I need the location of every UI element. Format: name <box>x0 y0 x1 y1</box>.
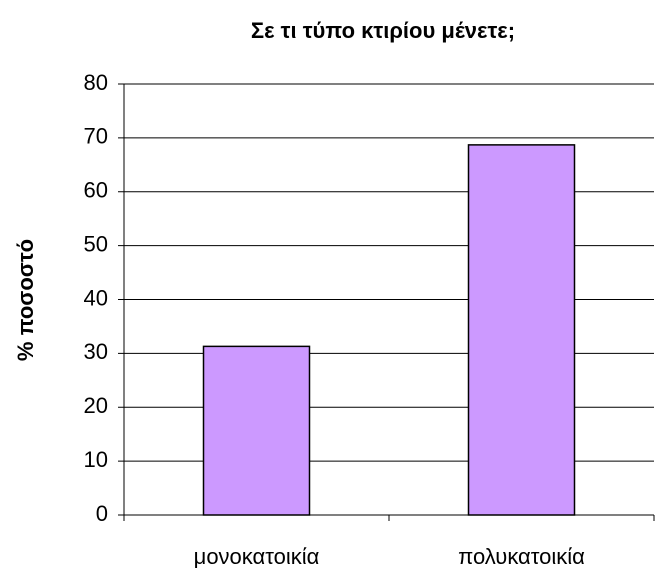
chart-title: Σε τι τύπο κτιρίου μένετε; <box>251 18 515 43</box>
y-tick-label: 40 <box>84 285 108 310</box>
bar <box>467 144 576 516</box>
x-tick-label: πολυκατοικία <box>458 544 585 569</box>
y-axis-label: % ποσοστό <box>13 239 38 361</box>
y-tick-label: 80 <box>84 70 108 95</box>
y-tick-label: 20 <box>84 393 108 418</box>
y-tick-label: 30 <box>84 339 108 364</box>
y-tick-label: 70 <box>84 124 108 149</box>
bar <box>202 345 311 516</box>
y-tick-label: 0 <box>96 501 108 526</box>
x-tick-label: μονοκατοικία <box>194 544 320 569</box>
y-tick-label: 60 <box>84 178 108 203</box>
y-tick-label: 50 <box>84 231 108 256</box>
y-tick-label: 10 <box>84 447 108 472</box>
